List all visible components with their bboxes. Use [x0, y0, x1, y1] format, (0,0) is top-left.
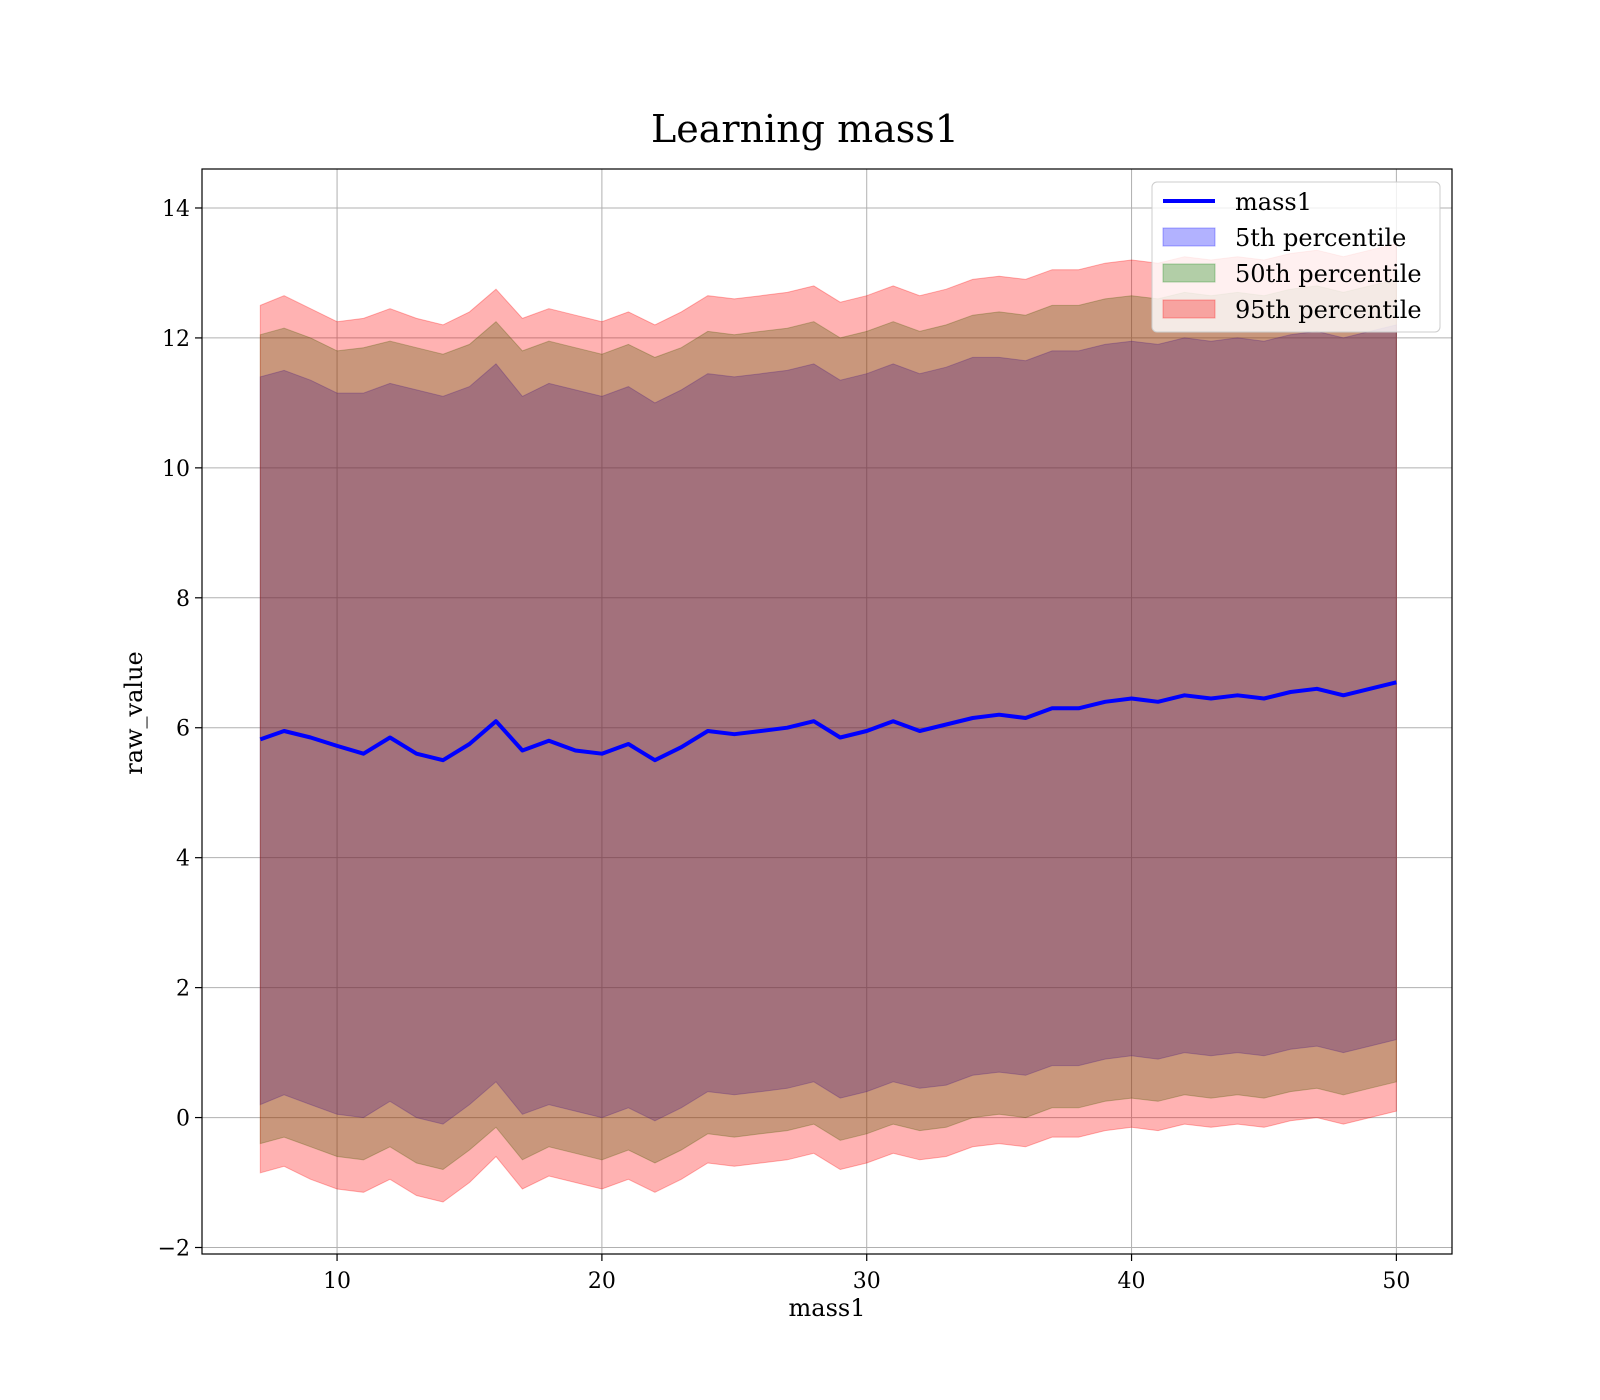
band-50th-percentile — [259, 278, 1397, 1171]
x-tick-label: 20 — [588, 1269, 616, 1294]
y-axis-label: raw_value — [120, 651, 148, 775]
legend-label-95th: 95th percentile — [1235, 296, 1422, 324]
chart-title: Learning mass1 — [651, 107, 959, 151]
x-axis-label: mass1 — [789, 1294, 866, 1322]
y-tick-label: 4 — [176, 847, 190, 872]
y-tick-label: 0 — [176, 1107, 190, 1132]
legend-swatch-50th — [1162, 263, 1216, 283]
legend-swatch-5th — [1162, 227, 1216, 247]
y-tick-label: 8 — [176, 587, 190, 612]
y-tick-label: 12 — [162, 327, 190, 352]
y-tick-label: 6 — [176, 717, 190, 742]
x-tick-label: 10 — [323, 1269, 351, 1294]
y-tick-label: −2 — [158, 1237, 190, 1262]
mass1-line-group — [259, 680, 1397, 763]
percentile-bands — [259, 243, 1397, 1203]
x-tick-label: 40 — [1118, 1269, 1146, 1294]
band-95th-percentile — [259, 243, 1397, 1203]
legend-label-50th: 50th percentile — [1235, 260, 1422, 288]
y-tick-label: 10 — [162, 457, 190, 482]
legend-label-mass1: mass1 — [1235, 188, 1312, 216]
legend-box — [1151, 181, 1441, 333]
y-tick-label: 14 — [162, 197, 190, 222]
line-mass1 — [259, 680, 1397, 763]
y-tick-label: 2 — [176, 977, 190, 1002]
legend-label-5th: 5th percentile — [1235, 224, 1406, 252]
band-5th-percentile — [259, 324, 1397, 1125]
plot-frame — [201, 168, 1453, 1255]
legend-swatch-95th — [1162, 299, 1216, 319]
legend: mass1 5th percentile 50th percentile 95t… — [1151, 181, 1441, 333]
y-axis-ticks: −2 0 2 4 6 8 10 12 14 — [158, 197, 202, 1262]
x-tick-label: 30 — [853, 1269, 881, 1294]
x-tick-label: 50 — [1382, 1269, 1410, 1294]
x-axis-ticks: 10 20 30 40 50 — [323, 1254, 1410, 1294]
